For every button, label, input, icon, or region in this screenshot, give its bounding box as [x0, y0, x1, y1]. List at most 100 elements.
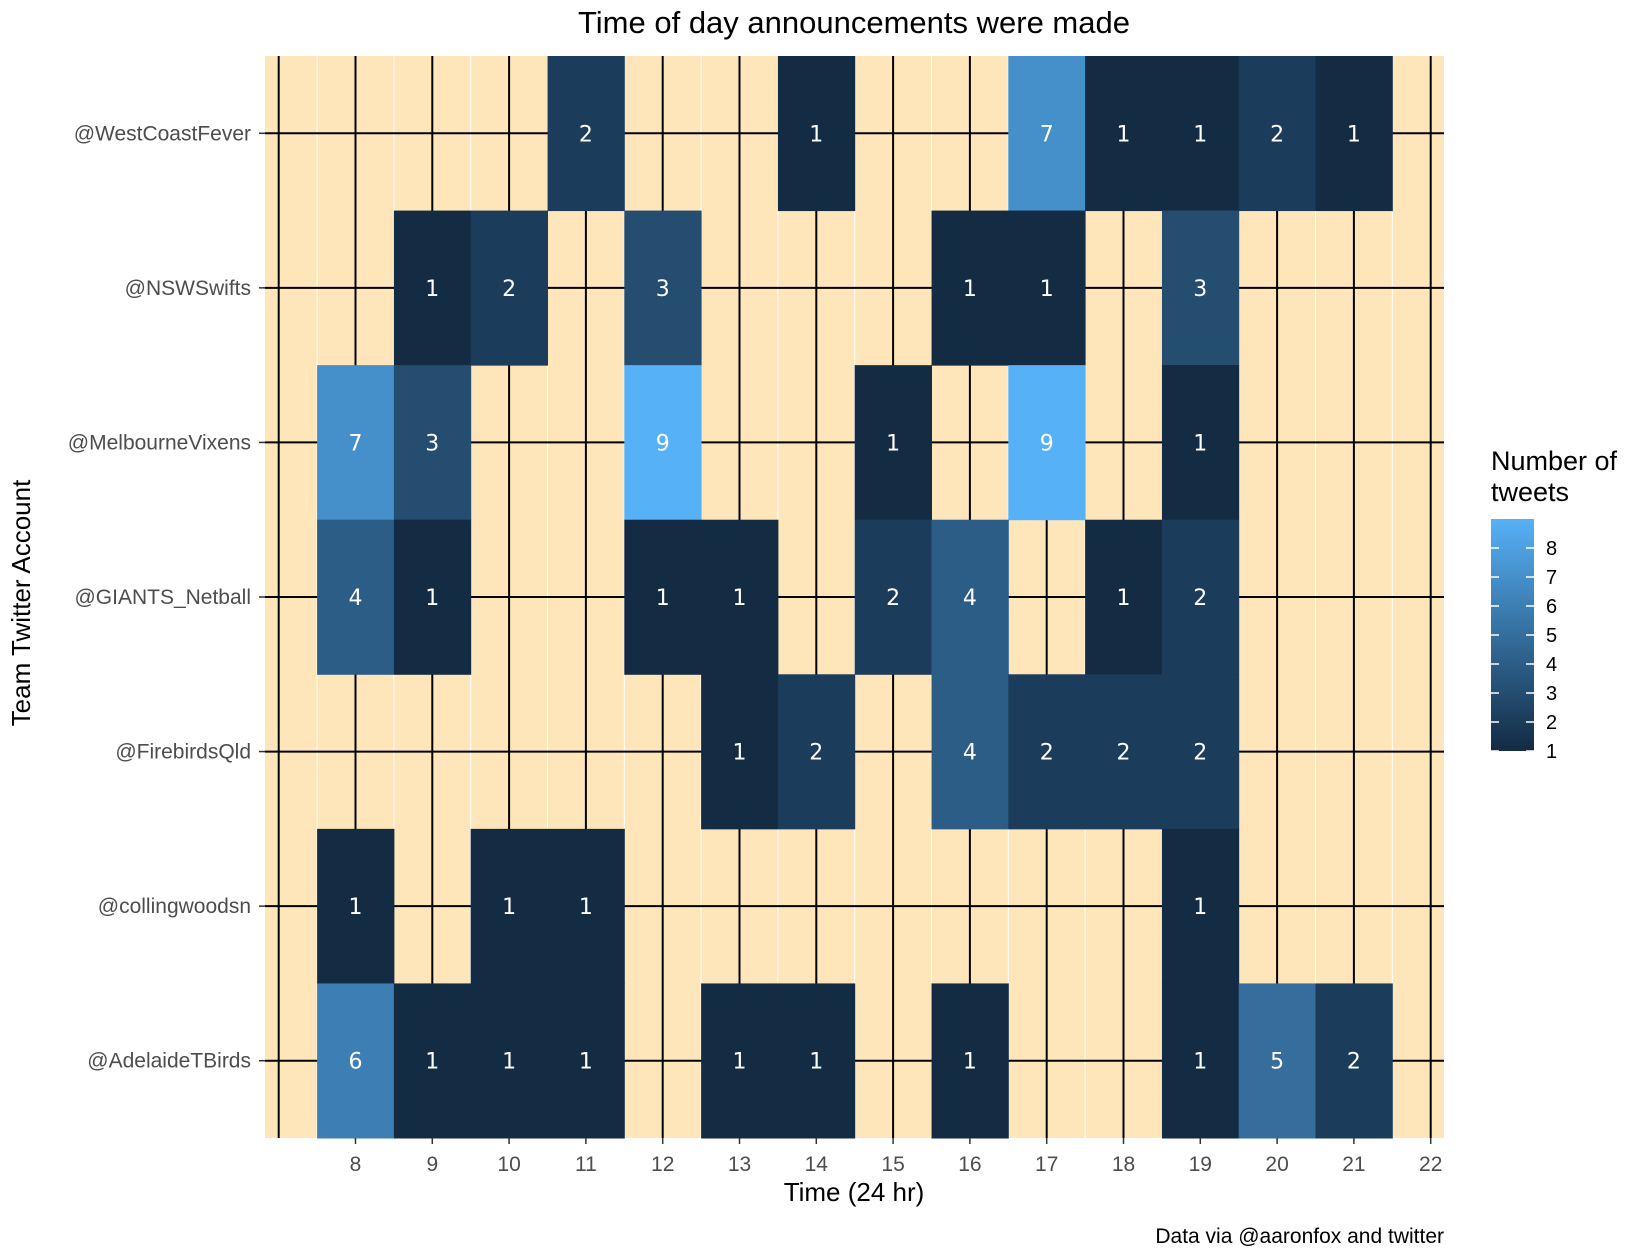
heatmap-cells: [317, 56, 1393, 1139]
x-tick-label: 9: [426, 1153, 438, 1176]
cell-value-label: 2: [886, 586, 900, 611]
cell-value-label: 2: [1347, 1050, 1361, 1075]
heatmap-cell: [701, 674, 779, 830]
legend-title: Number of: [1491, 446, 1618, 476]
heatmap-cell: [393, 519, 472, 675]
heatmap-cell: [1085, 674, 1163, 830]
cell-value-label: 1: [579, 1050, 593, 1075]
heatmap-cell: [547, 56, 625, 212]
x-tick-label: 8: [350, 1153, 362, 1176]
x-tick-label: 21: [1342, 1153, 1365, 1176]
cell-value-label: 1: [963, 277, 977, 302]
legend-tick-label: 2: [1546, 712, 1557, 734]
cell-value-label: 1: [579, 895, 593, 920]
cell-value-label: 1: [502, 895, 516, 920]
cell-value-label: 2: [502, 277, 516, 302]
x-tick-label: 19: [1189, 1153, 1212, 1176]
y-tick-label: @collingwoodsn: [98, 895, 251, 918]
heatmap-cell: [854, 365, 932, 521]
heatmap-cell: [931, 519, 1009, 675]
cell-value-label: 1: [963, 1050, 977, 1075]
y-axis-title: Team Twitter Account: [6, 479, 36, 726]
heatmap-cell: [470, 210, 548, 366]
heatmap-cell: [624, 365, 702, 521]
heatmap-cell: [1085, 56, 1163, 212]
cell-value-label: 1: [1040, 277, 1054, 302]
cell-value-label: 6: [349, 1050, 363, 1075]
x-axis: 8 9 10 11 12 13 14 15 16 17 18 19 20 21 22: [350, 1138, 1442, 1176]
heatmap-cell: [547, 983, 625, 1139]
heatmap-cell: [701, 983, 779, 1139]
cell-value-label: 2: [1193, 586, 1207, 611]
y-tick-label: @AdelaideTBirds: [87, 1050, 251, 1073]
y-tick-label: @NSWSwifts: [125, 277, 251, 300]
cell-value-label: 1: [809, 1050, 823, 1075]
heatmap-cell: [1008, 674, 1086, 830]
cell-value-label: 3: [425, 431, 439, 456]
cell-value-label: 1: [425, 586, 439, 611]
heatmap-cell: [393, 365, 472, 521]
cell-value-label: 3: [656, 277, 670, 302]
cell-value-label: 1: [1117, 586, 1131, 611]
heatmap-cell: [1315, 983, 1393, 1139]
heatmap-cell: [1008, 210, 1086, 366]
cell-value-label: 1: [733, 586, 747, 611]
heatmap-cell: [624, 210, 702, 366]
cell-value-label: 2: [1270, 122, 1284, 147]
heatmap-cell: [547, 828, 625, 984]
heatmap-cell: [777, 674, 856, 830]
legend-tick-label: 4: [1546, 654, 1557, 676]
cell-value-label: 2: [1193, 741, 1207, 766]
cell-value-label: 1: [733, 1050, 747, 1075]
heatmap-cell: [1161, 519, 1240, 675]
heatmap-cell: [393, 210, 472, 366]
x-axis-title: Time (24 hr): [784, 1177, 925, 1207]
heatmap-cell: [1161, 210, 1240, 366]
heatmap-cell: [931, 674, 1009, 830]
cell-value-label: 1: [1117, 122, 1131, 147]
x-tick-label: 13: [728, 1153, 751, 1176]
heatmap-cell: [470, 828, 548, 984]
x-tick-label: 17: [1035, 1153, 1058, 1176]
cell-value-label: 1: [502, 1050, 516, 1075]
y-axis: @WestCoastFever @NSWSwifts @MelbourneVixen…: [68, 122, 265, 1073]
cell-value-label: 7: [349, 431, 363, 456]
x-tick-label: 20: [1265, 1153, 1288, 1176]
x-tick-label: 22: [1419, 1153, 1442, 1176]
cell-value-label: 2: [1040, 741, 1054, 766]
legend-tick-label: 1: [1546, 741, 1557, 763]
x-tick-label: 18: [1112, 1153, 1135, 1176]
heatmap-cell: [777, 983, 856, 1139]
cell-labels: 2 1 7 1 1 2 11 2 3 1 1 37 3 9 1 9 14 1 1 1 2 4 1 21 2 4 2 2 21 1 1 16 1 1…: [349, 122, 1361, 1074]
legend-tick-label: 7: [1546, 567, 1557, 589]
legend-tick-label: 6: [1546, 596, 1557, 618]
x-tick-label: 16: [958, 1153, 981, 1176]
heatmap-cell: [854, 519, 932, 675]
cell-value-label: 1: [1193, 1050, 1207, 1075]
legend-tick-label: 3: [1546, 683, 1557, 705]
cell-value-label: 1: [349, 895, 363, 920]
x-tick-label: 12: [651, 1153, 674, 1176]
cell-value-label: 4: [963, 741, 977, 766]
heatmap-cell: [317, 828, 395, 984]
cell-value-label: 1: [1193, 431, 1207, 456]
cell-value-label: 4: [963, 586, 977, 611]
cell-value-label: 1: [1347, 122, 1361, 147]
x-tick-label: 14: [805, 1153, 829, 1176]
heatmap-cell: [624, 519, 702, 675]
heatmap-cell: [1161, 56, 1240, 212]
legend-tick-label: 5: [1546, 625, 1557, 647]
heatmap-cell: [317, 365, 395, 521]
legend-title: tweets: [1491, 477, 1569, 507]
legend-tick-label: 8: [1546, 538, 1557, 560]
cell-value-label: 3: [1193, 277, 1207, 302]
heatmap-cell: [1238, 983, 1316, 1139]
x-tick-label: 15: [881, 1153, 904, 1176]
heatmap-cell: [1238, 56, 1316, 212]
heatmap-cell: [393, 983, 472, 1139]
y-tick-label: @MelbourneVixens: [68, 431, 251, 454]
cell-value-label: 2: [579, 122, 593, 147]
heatmap-cell: [931, 210, 1009, 366]
